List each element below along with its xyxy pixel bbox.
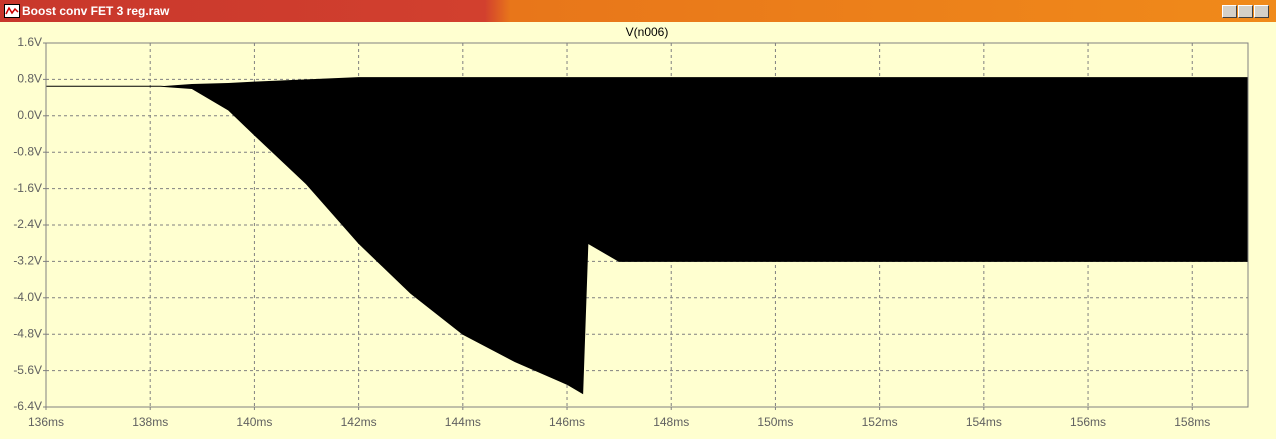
chart: V(n006) 1.6V 0.8V 0.0V -0.8V -1.6V -2.4V -3.2V…: [0, 22, 1276, 439]
chart-title: V(n006): [626, 25, 669, 39]
y-tick-label: -4.8V: [13, 326, 42, 340]
y-tick-label: -1.6V: [13, 181, 42, 195]
x-tick-label: 150ms: [757, 415, 793, 429]
x-tick-label: 156ms: [1070, 415, 1106, 429]
x-tick-label: 152ms: [862, 415, 898, 429]
y-tick-label: -5.6V: [13, 363, 42, 377]
y-tick-label: 1.6V: [17, 35, 42, 49]
close-button[interactable]: [1254, 5, 1269, 18]
y-tick-label: -3.2V: [13, 254, 42, 268]
x-tick-label: 146ms: [549, 415, 585, 429]
x-tick-label: 148ms: [653, 415, 689, 429]
x-tick-label: 140ms: [236, 415, 272, 429]
y-tick-label: 0.8V: [17, 72, 42, 86]
window-title: Boost conv FET 3 reg.raw: [22, 4, 170, 18]
y-tick-label: -2.4V: [13, 217, 42, 231]
x-tick-label: 136ms: [28, 415, 64, 429]
y-tick-label: -4.0V: [13, 290, 42, 304]
lower-envelope: [46, 85, 1248, 395]
x-tick-label: 154ms: [966, 415, 1002, 429]
x-tick-label: 142ms: [341, 415, 377, 429]
window-icon: [4, 4, 20, 18]
y-tick-label: 0.0V: [17, 108, 42, 122]
plot-frame: [45, 42, 1249, 408]
x-tick-label: 144ms: [445, 415, 481, 429]
maximize-button[interactable]: [1238, 5, 1253, 18]
y-tick-label: -0.8V: [13, 144, 42, 158]
minimize-button[interactable]: [1222, 5, 1237, 18]
y-tick-label: -6.4V: [13, 399, 42, 413]
x-tick-label: 158ms: [1174, 415, 1210, 429]
title-bar: Boost conv FET 3 reg.raw: [0, 0, 1276, 22]
x-tick-label: 138ms: [132, 415, 168, 429]
